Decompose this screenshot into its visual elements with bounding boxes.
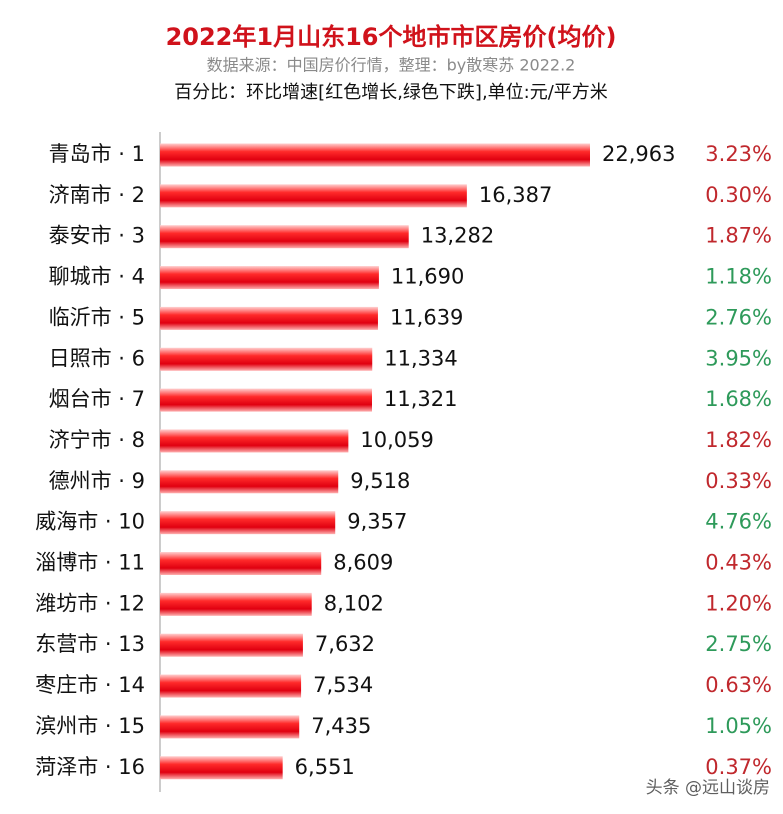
bar [160, 511, 336, 535]
value-label: 11,321 [384, 387, 457, 411]
bar [160, 306, 378, 330]
category-label: 泰安市 · 3 [49, 224, 145, 248]
category-label: 潍坊市 · 12 [35, 591, 145, 615]
change-label: 4.76% [705, 510, 772, 534]
category-label: 青岛市 · 1 [49, 142, 145, 166]
watermark: 头条 @远山谈房 [646, 778, 770, 798]
category-label: 东营市 · 13 [35, 632, 145, 656]
bar [160, 225, 409, 249]
category-label: 聊城市 · 4 [49, 265, 145, 289]
value-label: 11,639 [390, 305, 463, 329]
category-label: 日照市 · 6 [49, 346, 145, 370]
value-label: 13,282 [421, 224, 494, 248]
value-label: 10,059 [360, 428, 433, 452]
change-label: 1.68% [705, 387, 772, 411]
change-label: 0.63% [705, 673, 772, 697]
change-label: 0.37% [705, 755, 772, 779]
category-label: 临沂市 · 5 [49, 305, 145, 329]
change-label: 3.95% [705, 346, 772, 370]
bar [160, 184, 467, 208]
change-label: 2.76% [705, 305, 772, 329]
bar [160, 266, 379, 290]
value-label: 22,963 [602, 142, 675, 166]
change-label: 1.18% [705, 265, 772, 289]
value-label: 6,551 [295, 755, 355, 779]
category-label: 菏泽市 · 16 [35, 755, 145, 779]
chart-title: 2022年1月山东16个地市市区房价(均价) [166, 23, 617, 51]
category-label: 威海市 · 10 [35, 510, 145, 534]
bar [160, 715, 300, 739]
change-label: 0.33% [705, 469, 772, 493]
category-label: 济宁市 · 8 [49, 428, 145, 452]
change-label: 1.82% [705, 428, 772, 452]
bar [160, 143, 590, 167]
change-label: 0.30% [705, 183, 772, 207]
value-label: 7,632 [315, 632, 375, 656]
change-label: 1.05% [705, 714, 772, 738]
category-label: 德州市 · 9 [49, 469, 145, 493]
change-label: 2.75% [705, 632, 772, 656]
value-label: 16,387 [479, 183, 552, 207]
change-label: 0.43% [705, 551, 772, 575]
note: 百分比：环比增速[红色增长,绿色下跌],单位:元/平方米 [174, 82, 608, 103]
bar [160, 756, 283, 780]
value-label: 8,102 [324, 591, 384, 615]
bar [160, 592, 312, 616]
category-label: 济南市 · 2 [49, 183, 145, 207]
category-label: 烟台市 · 7 [49, 387, 145, 411]
category-label: 滨州市 · 15 [35, 714, 145, 738]
bar [160, 347, 373, 371]
bar [160, 552, 322, 575]
value-label: 8,609 [333, 551, 393, 575]
subtitle: 数据来源：中国房价行情，整理：by散寒苏 2022.2 [207, 56, 576, 75]
value-label: 9,518 [350, 469, 410, 493]
value-label: 9,357 [347, 510, 407, 534]
category-label: 枣庄市 · 14 [35, 673, 145, 697]
change-label: 3.23% [705, 142, 772, 166]
category-label: 淄博市 · 11 [35, 551, 145, 575]
bar [160, 388, 372, 412]
value-label: 7,435 [311, 714, 371, 738]
value-label: 11,334 [384, 346, 457, 370]
value-label: 7,534 [313, 673, 373, 697]
bar [160, 429, 349, 453]
change-label: 1.20% [705, 591, 772, 615]
bar [160, 674, 302, 698]
change-label: 1.87% [705, 224, 772, 248]
bar [160, 633, 303, 657]
bar [160, 470, 339, 494]
value-label: 11,690 [391, 265, 464, 289]
